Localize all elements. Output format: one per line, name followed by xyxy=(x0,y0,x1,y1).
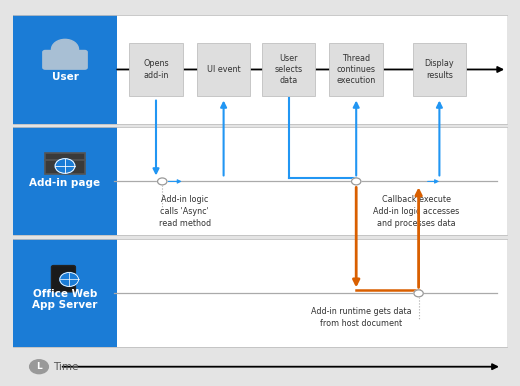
Text: User: User xyxy=(51,72,79,82)
FancyBboxPatch shape xyxy=(197,43,251,96)
Bar xyxy=(13,239,507,347)
FancyBboxPatch shape xyxy=(129,43,183,96)
Circle shape xyxy=(352,178,361,185)
Text: Callback execute
Add-in logic accesses
and processes data: Callback execute Add-in logic accesses a… xyxy=(373,195,459,227)
Circle shape xyxy=(51,39,79,59)
Text: Add-in runtime gets data
from host document: Add-in runtime gets data from host docum… xyxy=(311,307,412,328)
FancyBboxPatch shape xyxy=(330,43,383,96)
Text: Add-in logic
calls 'Async'
read method: Add-in logic calls 'Async' read method xyxy=(159,195,211,227)
Bar xyxy=(13,15,117,124)
Circle shape xyxy=(414,290,423,297)
FancyBboxPatch shape xyxy=(51,266,75,292)
Text: Time: Time xyxy=(53,362,79,372)
FancyBboxPatch shape xyxy=(45,153,85,174)
Text: UI event: UI event xyxy=(207,65,240,74)
Bar xyxy=(13,127,117,235)
Text: Thread
continues
execution: Thread continues execution xyxy=(336,54,376,85)
Circle shape xyxy=(55,159,75,173)
FancyBboxPatch shape xyxy=(262,43,315,96)
Text: L: L xyxy=(36,362,42,371)
FancyBboxPatch shape xyxy=(413,43,466,96)
Bar xyxy=(13,127,507,235)
Text: Display
results: Display results xyxy=(425,59,454,80)
Text: Add-in page: Add-in page xyxy=(30,178,100,188)
Text: Opens
add-in: Opens add-in xyxy=(143,59,169,80)
Circle shape xyxy=(30,360,48,374)
Circle shape xyxy=(158,178,167,185)
Text: User
selects
data: User selects data xyxy=(275,54,303,85)
Circle shape xyxy=(60,273,79,286)
Bar xyxy=(13,15,507,124)
FancyBboxPatch shape xyxy=(42,50,88,70)
Text: Office Web
App Server: Office Web App Server xyxy=(32,289,98,310)
Bar xyxy=(13,239,117,347)
